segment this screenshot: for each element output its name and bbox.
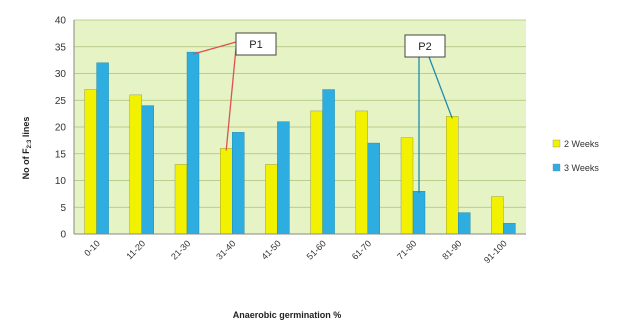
y-tick-label: 0 [60,230,66,241]
y-axis-label-main: No of F [21,148,31,179]
x-tick-label: 51-60 [305,238,328,261]
annotation-box [235,32,277,56]
bar-series-1 [129,94,143,235]
y-tick-label: 20 [55,123,67,134]
bar-series-2 [186,51,200,235]
bar-series-1 [84,89,97,235]
y-axis-label-sub: 2:3 [27,139,33,148]
annotation-box [404,34,446,58]
bar-series-1 [491,196,504,235]
bar-series-2 [96,62,109,235]
annotation-label: P1 [249,39,262,51]
x-tick-label: 0-10 [82,238,102,258]
legend-swatch [552,163,561,172]
legend: 2 Weeks 3 Weeks [552,139,599,173]
bar-series-2 [458,212,471,235]
annotation-leader-line [192,41,237,55]
annotation-label: P2 [418,41,431,53]
legend-swatch [552,139,561,148]
bar-series-1 [310,110,323,235]
annotations: P1 P2 [192,32,453,194]
bar-series-2 [231,132,245,235]
bar-series-2 [367,142,380,235]
bar-series-2 [412,190,426,235]
y-tick-label: 35 [55,42,67,53]
bar-series-1 [265,164,278,235]
x-tick-label: 11-20 [124,238,147,261]
bar-series-2 [503,223,516,235]
y-tick-label: 5 [60,203,66,214]
x-tick-label: 91-100 [482,238,509,265]
x-tick-label: 21-30 [169,238,192,261]
legend-label: 2 Weeks [564,139,599,149]
y-axis-label-tail: lines [21,117,31,140]
x-tick-label: 31-40 [214,238,237,261]
bar-series-1 [446,116,459,235]
legend-label: 3 Weeks [564,163,599,173]
y-tick-label: 25 [55,96,67,107]
bar-series-2 [277,121,290,235]
x-tick-label: 61-70 [350,238,373,261]
y-tick-label: 30 [55,69,67,80]
x-tick-label: 41-50 [259,238,282,261]
annotation-leader-line [225,47,237,151]
y-tick-label: 15 [55,149,67,160]
y-axis-label: No of F2:3 lines [21,117,33,180]
bar-series-1 [174,164,188,235]
annotation-leader-line [428,56,453,119]
x-tick-label: 81-90 [440,238,463,261]
bar-series-1 [355,110,368,235]
bar-series-1 [400,137,414,235]
x-tick-label: 71-80 [395,238,418,261]
y-tick-label: 40 [55,16,67,27]
bar-series-2 [141,105,155,235]
bar-series-2 [322,89,335,235]
bars [84,51,516,235]
bar-series-1 [219,148,233,235]
x-axis-label: Anaerobic germination % [233,310,342,320]
y-tick-label: 10 [55,176,67,187]
